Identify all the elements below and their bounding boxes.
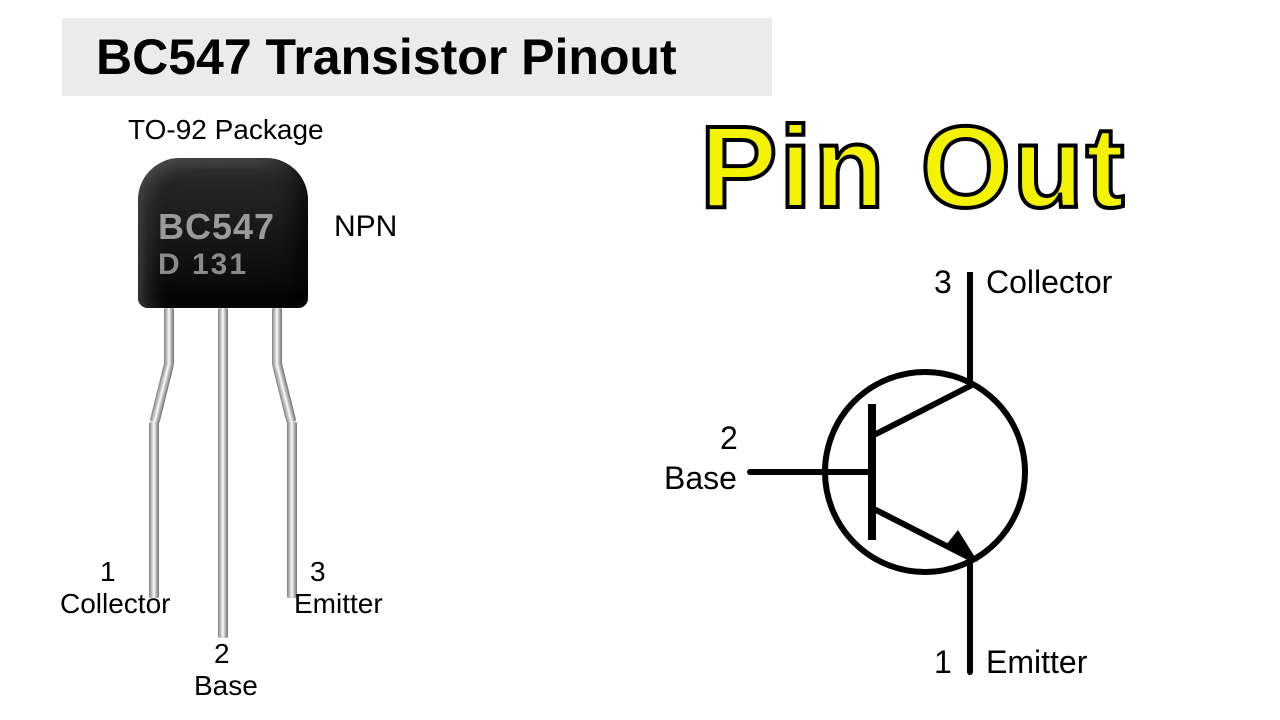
leg-collector: [150, 363, 174, 424]
pin2-number: 2: [214, 638, 230, 670]
sch-pin1-name: Emitter: [986, 644, 1087, 681]
pin3-number: 3: [310, 556, 326, 588]
leg-collector: [149, 422, 159, 598]
transistor-body: BC547 D 131: [138, 158, 308, 308]
body-marking-line1: BC547: [158, 206, 275, 248]
package-label: TO-92 Package: [128, 114, 324, 146]
pin3-name: Emitter: [294, 588, 383, 620]
pin2-name: Base: [194, 670, 258, 702]
page-title: BC547 Transistor Pinout: [96, 28, 677, 86]
transistor-physical: BC547 D 131 NPN 1 Collector 2 Base 3 Emi…: [106, 148, 466, 668]
sch-pin3-number: 3: [934, 264, 952, 301]
sch-pin2-name: Base: [664, 460, 737, 497]
leg-base: [218, 308, 228, 638]
sch-pin2-number: 2: [720, 420, 738, 457]
transistor-schematic: 3 Collector 2 Base 1 Emitter: [690, 272, 1190, 692]
sch-pin3-name: Collector: [986, 264, 1112, 301]
body-marking-line2: D 131: [158, 248, 248, 282]
schematic-svg: [690, 272, 1190, 692]
sch-pin1-number: 1: [934, 644, 952, 681]
pin1-name: Collector: [60, 588, 170, 620]
title-bar: BC547 Transistor Pinout: [62, 18, 772, 96]
leg-emitter: [272, 308, 282, 366]
pin1-number: 1: [100, 556, 116, 588]
leg-emitter: [287, 422, 297, 598]
transistor-type-label: NPN: [334, 210, 397, 244]
leg-emitter: [272, 363, 296, 424]
overlay-title: Pin Out: [700, 100, 1126, 234]
leg-collector: [164, 308, 174, 366]
